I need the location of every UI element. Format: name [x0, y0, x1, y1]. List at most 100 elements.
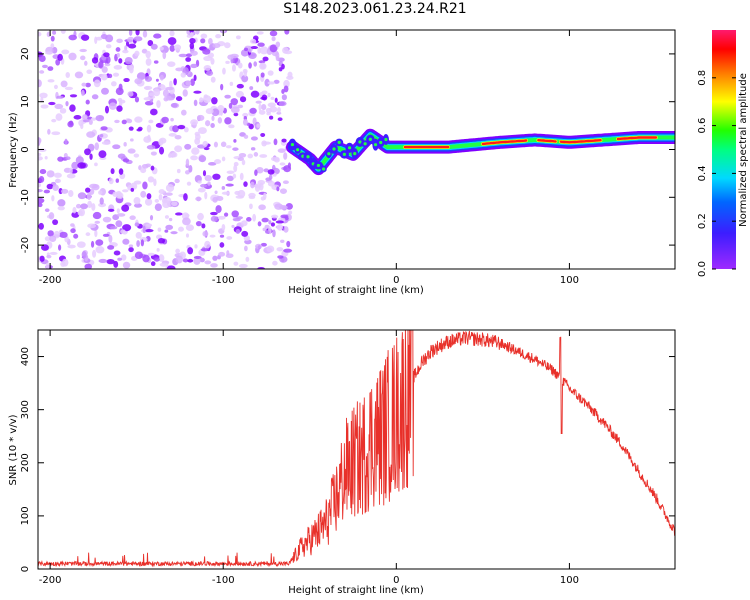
noise-speckle [240, 49, 249, 57]
noise-speckle [133, 36, 143, 42]
snr-y-ticks: 0 100 200 300 400 [20, 347, 675, 572]
noise-speckle [55, 113, 63, 121]
noise-speckle [39, 169, 47, 175]
noise-speckle [144, 75, 153, 82]
noise-speckle [270, 222, 276, 227]
noise-speckle [220, 141, 227, 148]
noise-speckle [232, 173, 237, 179]
noise-speckle [53, 84, 58, 90]
noise-speckle [98, 258, 108, 264]
noise-speckle [159, 262, 169, 267]
noise-speckle [197, 212, 204, 221]
noise-speckle [80, 55, 86, 61]
noise-speckle [185, 233, 190, 238]
noise-speckle [43, 189, 51, 194]
noise-speckle [117, 257, 122, 261]
noise-speckle [94, 162, 98, 167]
noise-speckle [108, 177, 114, 185]
noise-speckle [45, 51, 53, 55]
noise-speckle [217, 117, 223, 124]
noise-speckle [288, 210, 293, 215]
noise-speckle [284, 30, 290, 35]
noise-speckle [171, 201, 178, 207]
noise-speckle [261, 217, 269, 223]
noise-speckle [98, 190, 103, 195]
noise-speckle [283, 248, 293, 253]
noise-speckle [272, 260, 278, 266]
noise-speckle [107, 208, 115, 212]
noise-speckle [52, 219, 59, 226]
noise-speckle [89, 153, 93, 160]
noise-speckle [112, 191, 118, 197]
noise-speckle [95, 114, 105, 122]
noise-speckle [57, 53, 63, 61]
noise-speckle [250, 46, 259, 50]
noise-speckle [85, 82, 91, 88]
noise-speckle [272, 164, 276, 171]
noise-speckle [136, 240, 140, 248]
noise-speckle [81, 34, 90, 41]
snr-y-tick-label: 0 [20, 566, 31, 572]
band-blob-core [379, 140, 383, 145]
noise-speckle [100, 73, 108, 81]
noise-speckle [141, 163, 149, 169]
noise-speckle [164, 229, 169, 233]
noise-speckle [80, 203, 88, 210]
noise-speckle [258, 204, 266, 211]
noise-speckle [225, 145, 232, 149]
noise-speckle [211, 115, 215, 122]
noise-speckle [276, 186, 280, 192]
snr-frame [37, 329, 676, 570]
noise-speckle [130, 138, 134, 142]
noise-speckle [187, 247, 194, 255]
noise-speckle [161, 116, 169, 124]
noise-speckle [128, 65, 134, 74]
noise-speckle [258, 60, 266, 64]
noise-speckle [57, 199, 66, 207]
spectrogram-y-label: Frequency (Hz) [8, 112, 19, 188]
noise-speckle [81, 89, 85, 97]
noise-speckle [112, 144, 121, 150]
noise-speckle [94, 220, 101, 224]
noise-speckle [67, 244, 76, 249]
noise-speckle [145, 50, 151, 59]
noise-speckle [66, 173, 76, 179]
noise-speckle [185, 80, 192, 86]
noise-speckle [185, 224, 195, 231]
noise-speckle [127, 43, 137, 49]
noise-speckle [61, 258, 69, 267]
noise-speckle [52, 30, 57, 35]
noise-speckle [75, 156, 84, 165]
noise-speckle [86, 69, 93, 74]
noise-speckle [175, 255, 183, 264]
noise-speckle [108, 102, 117, 110]
noise-speckle [84, 148, 91, 156]
band-blob-core [363, 142, 367, 146]
noise-speckle [221, 186, 226, 190]
noise-speckle [194, 133, 201, 141]
noise-speckle [98, 150, 107, 159]
noise-speckle [212, 173, 221, 180]
noise-speckle [213, 141, 218, 148]
noise-speckle [181, 109, 187, 116]
noise-speckle [257, 179, 266, 186]
noise-speckle [256, 123, 261, 128]
noise-speckle [107, 245, 115, 250]
noise-speckle [266, 245, 275, 253]
noise-speckle [116, 105, 123, 112]
noise-speckle [281, 138, 287, 143]
noise-speckle [279, 162, 286, 166]
noise-speckle [113, 260, 119, 268]
noise-speckle [202, 140, 208, 147]
noise-speckle [233, 161, 239, 167]
noise-speckle [77, 210, 83, 216]
noise-speckle [101, 66, 108, 73]
noise-speckle [86, 192, 92, 200]
noise-speckle [174, 145, 183, 153]
noise-speckle [244, 245, 248, 252]
noise-speckle [162, 89, 169, 98]
noise-speckle [257, 42, 265, 47]
noise-speckle [200, 33, 208, 39]
noise-speckle [190, 78, 195, 86]
noise-speckle [257, 266, 266, 269]
